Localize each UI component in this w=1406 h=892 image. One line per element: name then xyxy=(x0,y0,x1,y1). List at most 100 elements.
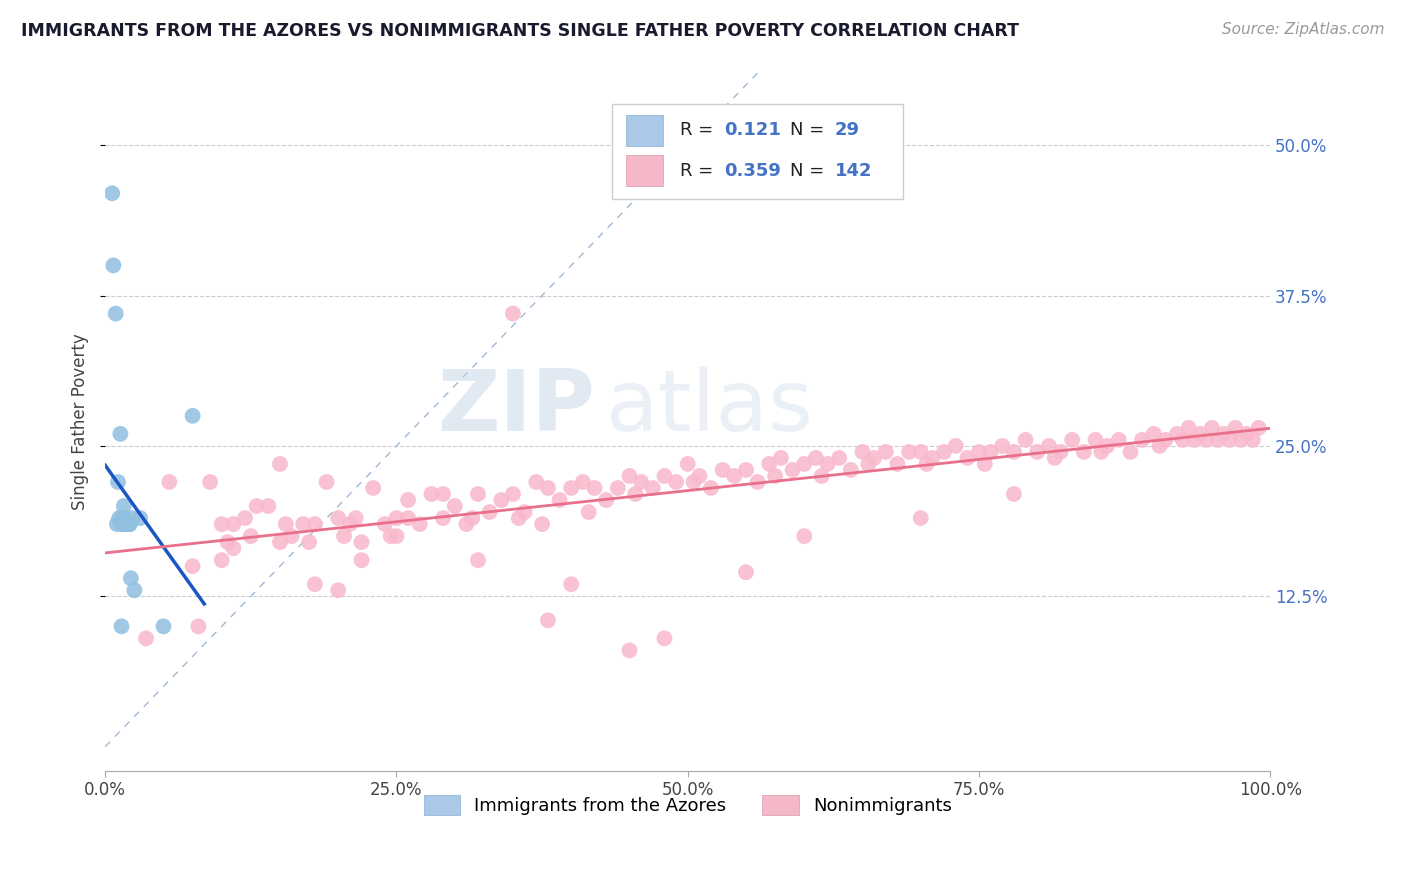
Point xyxy=(1014,433,1036,447)
Point xyxy=(315,475,337,489)
Point xyxy=(461,511,484,525)
Point xyxy=(810,469,832,483)
Point xyxy=(630,475,652,489)
Point xyxy=(257,499,280,513)
Point xyxy=(478,505,501,519)
Point xyxy=(217,535,239,549)
Point xyxy=(583,481,606,495)
Point xyxy=(117,517,139,532)
Point xyxy=(118,517,141,532)
Point xyxy=(502,487,524,501)
Point xyxy=(222,541,245,556)
Point xyxy=(103,259,125,273)
Point xyxy=(606,481,628,495)
Point xyxy=(304,577,326,591)
Point xyxy=(117,517,139,532)
Point xyxy=(1084,433,1107,447)
Point xyxy=(211,553,233,567)
Point xyxy=(198,475,221,489)
Point xyxy=(108,511,131,525)
Point xyxy=(1130,433,1153,447)
Point xyxy=(886,457,908,471)
Point xyxy=(396,511,419,525)
Point xyxy=(560,481,582,495)
Point xyxy=(420,487,443,501)
Text: IMMIGRANTS FROM THE AZORES VS NONIMMIGRANTS SINGLE FATHER POVERTY CORRELATION CH: IMMIGRANTS FROM THE AZORES VS NONIMMIGRA… xyxy=(21,22,1019,40)
Point xyxy=(111,511,134,525)
Point xyxy=(115,517,138,532)
Point xyxy=(1149,439,1171,453)
Point xyxy=(839,463,862,477)
Point xyxy=(181,409,204,423)
FancyBboxPatch shape xyxy=(626,115,664,146)
Point xyxy=(350,553,373,567)
Point xyxy=(1062,433,1084,447)
Point xyxy=(1236,426,1258,441)
Point xyxy=(467,487,489,501)
Point xyxy=(101,186,124,201)
Point xyxy=(641,481,664,495)
Point xyxy=(1043,450,1066,465)
Text: ZIP: ZIP xyxy=(437,367,595,450)
Text: 0.359: 0.359 xyxy=(724,161,780,179)
Point xyxy=(572,475,595,489)
Point xyxy=(665,475,688,489)
Point xyxy=(385,511,408,525)
Point xyxy=(211,517,233,532)
Text: R =: R = xyxy=(679,121,718,139)
Point xyxy=(1049,445,1071,459)
Point xyxy=(769,450,792,465)
Text: Source: ZipAtlas.com: Source: ZipAtlas.com xyxy=(1222,22,1385,37)
Point xyxy=(385,529,408,543)
Point xyxy=(298,535,321,549)
Point xyxy=(1108,433,1130,447)
Point xyxy=(374,517,396,532)
Point xyxy=(817,457,839,471)
Point xyxy=(304,517,326,532)
Point xyxy=(111,511,134,525)
Point xyxy=(793,457,815,471)
Point xyxy=(246,499,269,513)
Point xyxy=(110,517,132,532)
Point xyxy=(858,457,880,471)
Text: 142: 142 xyxy=(835,161,872,179)
Point xyxy=(1218,433,1240,447)
Point xyxy=(560,577,582,591)
Point xyxy=(1002,445,1025,459)
Point xyxy=(292,517,315,532)
Point xyxy=(1073,445,1095,459)
Text: N =: N = xyxy=(790,161,831,179)
Point xyxy=(187,619,209,633)
Point xyxy=(1177,421,1199,435)
Point xyxy=(1189,426,1212,441)
Point xyxy=(619,643,641,657)
Point xyxy=(117,517,139,532)
Point xyxy=(1195,433,1218,447)
Point xyxy=(537,481,560,495)
Point xyxy=(112,517,135,532)
Point xyxy=(344,511,367,525)
Point xyxy=(711,463,734,477)
Point xyxy=(380,529,402,543)
Point xyxy=(333,529,356,543)
Point xyxy=(409,517,432,532)
Point xyxy=(107,475,129,489)
Point xyxy=(828,450,851,465)
Point xyxy=(624,487,647,501)
Y-axis label: Single Father Poverty: Single Father Poverty xyxy=(72,334,89,510)
Text: atlas: atlas xyxy=(606,367,814,450)
Point xyxy=(117,517,139,532)
Point xyxy=(956,450,979,465)
Point xyxy=(491,493,513,508)
Point xyxy=(676,457,699,471)
Point xyxy=(222,517,245,532)
Point xyxy=(595,493,617,508)
Point xyxy=(804,450,827,465)
Point xyxy=(723,469,745,483)
Point xyxy=(747,475,769,489)
FancyBboxPatch shape xyxy=(612,104,903,199)
Point xyxy=(945,439,967,453)
Point xyxy=(432,487,454,501)
Point xyxy=(921,450,943,465)
Point xyxy=(269,457,291,471)
